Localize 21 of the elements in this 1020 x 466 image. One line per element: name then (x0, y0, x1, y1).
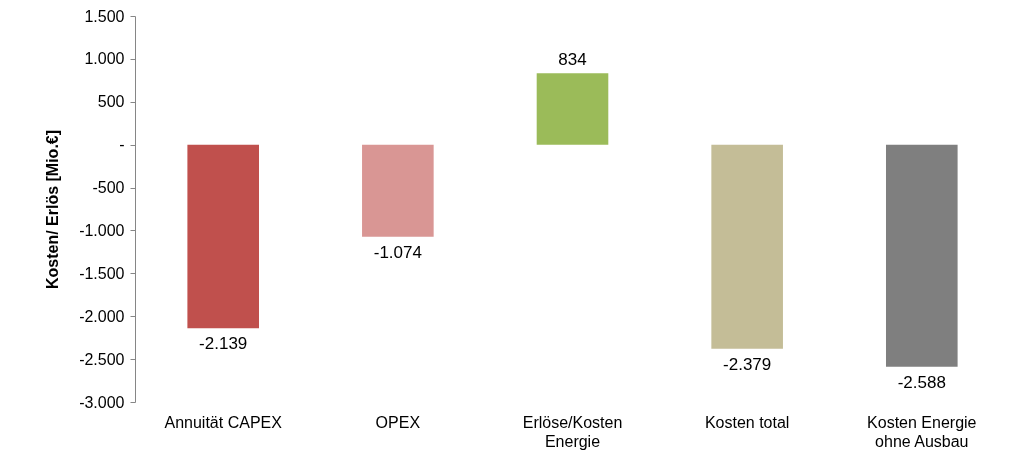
x-tick-label: Kosten total (704, 413, 790, 431)
y-tick-label: -2.000 (79, 307, 125, 325)
data-label: -2.588 (897, 372, 946, 392)
y-tick-label: -2.500 (79, 350, 125, 368)
y-axis-title: Kosten/ Erlös [Mio.€] (44, 129, 62, 290)
y-tick-label: 1.500 (84, 7, 125, 25)
data-label: -1.074 (373, 242, 422, 262)
y-tick-label: -1.500 (79, 264, 125, 282)
x-tick-label: Annuität CAPEX (164, 413, 283, 431)
x-tick-label: Kosten Energie ohne Ausbau (867, 413, 977, 450)
y-tick-label: -500 (92, 179, 125, 197)
data-label: 834 (558, 50, 587, 70)
y-tick-label: 500 (97, 93, 125, 111)
y-tick-label: -1.000 (79, 221, 125, 239)
y-tick-label: 1.000 (84, 50, 125, 68)
data-label: -2.139 (199, 334, 248, 354)
y-tick-label: -3.000 (79, 393, 125, 411)
data-label: -2.379 (723, 354, 772, 374)
x-tick-label: OPEX (375, 413, 421, 431)
y-tick-label: - (119, 136, 125, 154)
x-tick-label: Erlöse/Kosten Energie (522, 413, 623, 450)
